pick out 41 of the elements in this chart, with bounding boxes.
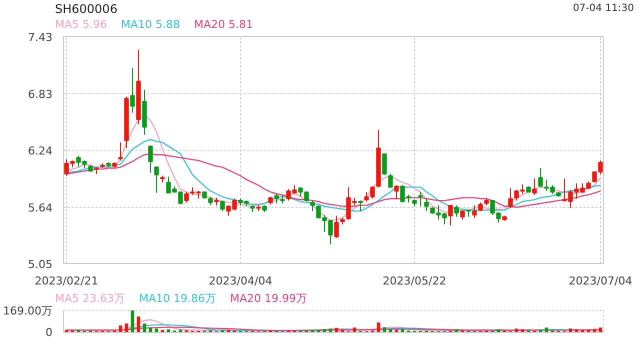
text: MA10 5.88 bbox=[121, 18, 180, 31]
y-tick-label: 5.05 bbox=[28, 258, 53, 271]
candlestick bbox=[130, 67, 135, 114]
y-tick-label: 5.64 bbox=[28, 202, 53, 215]
candlestick bbox=[394, 184, 399, 200]
candlestick bbox=[184, 191, 189, 203]
series-label: MA10 19.86万 bbox=[139, 292, 216, 305]
x-tick-label: 2023/07/04 bbox=[568, 274, 632, 288]
candlestick bbox=[310, 200, 315, 212]
candlestick bbox=[538, 168, 543, 187]
candlestick bbox=[154, 166, 159, 194]
candlestick bbox=[388, 173, 393, 188]
candlestick bbox=[148, 146, 153, 174]
candlestick bbox=[508, 188, 513, 209]
y-tick-label: 169.00万 bbox=[3, 304, 53, 318]
text: MA20 19.99万 bbox=[230, 292, 308, 305]
y-tick-label: 0 bbox=[46, 326, 52, 339]
candlestick bbox=[274, 192, 279, 204]
candlestick bbox=[472, 204, 477, 218]
text: MA5 5.96 bbox=[55, 18, 108, 31]
candlestick bbox=[532, 178, 537, 196]
text: MA20 5.81 bbox=[194, 18, 254, 31]
candlestick bbox=[220, 200, 225, 212]
candlestick bbox=[460, 210, 465, 220]
chart-title: SH600006 bbox=[55, 1, 118, 18]
x-tick-label: 2023/04/04 bbox=[208, 274, 272, 288]
candlestick bbox=[118, 142, 123, 161]
text: 07-04 11:30 bbox=[572, 2, 634, 16]
text: MA5 23.63万 bbox=[55, 292, 126, 305]
y-tick-label: 6.83 bbox=[28, 88, 53, 102]
candlestick bbox=[424, 198, 429, 212]
y-tick-label: 6.24 bbox=[28, 144, 53, 158]
x-tick-label: 2023/05/22 bbox=[382, 274, 446, 288]
candlestick bbox=[334, 215, 339, 238]
y-tick-label: 7.43 bbox=[28, 31, 53, 44]
candlestick bbox=[454, 204, 459, 218]
x-tick-label: 2023/02/21 bbox=[34, 274, 98, 288]
candlestick bbox=[418, 191, 423, 207]
candlestick bbox=[382, 153, 387, 176]
candlestick bbox=[358, 200, 363, 212]
candlestick bbox=[448, 204, 453, 226]
